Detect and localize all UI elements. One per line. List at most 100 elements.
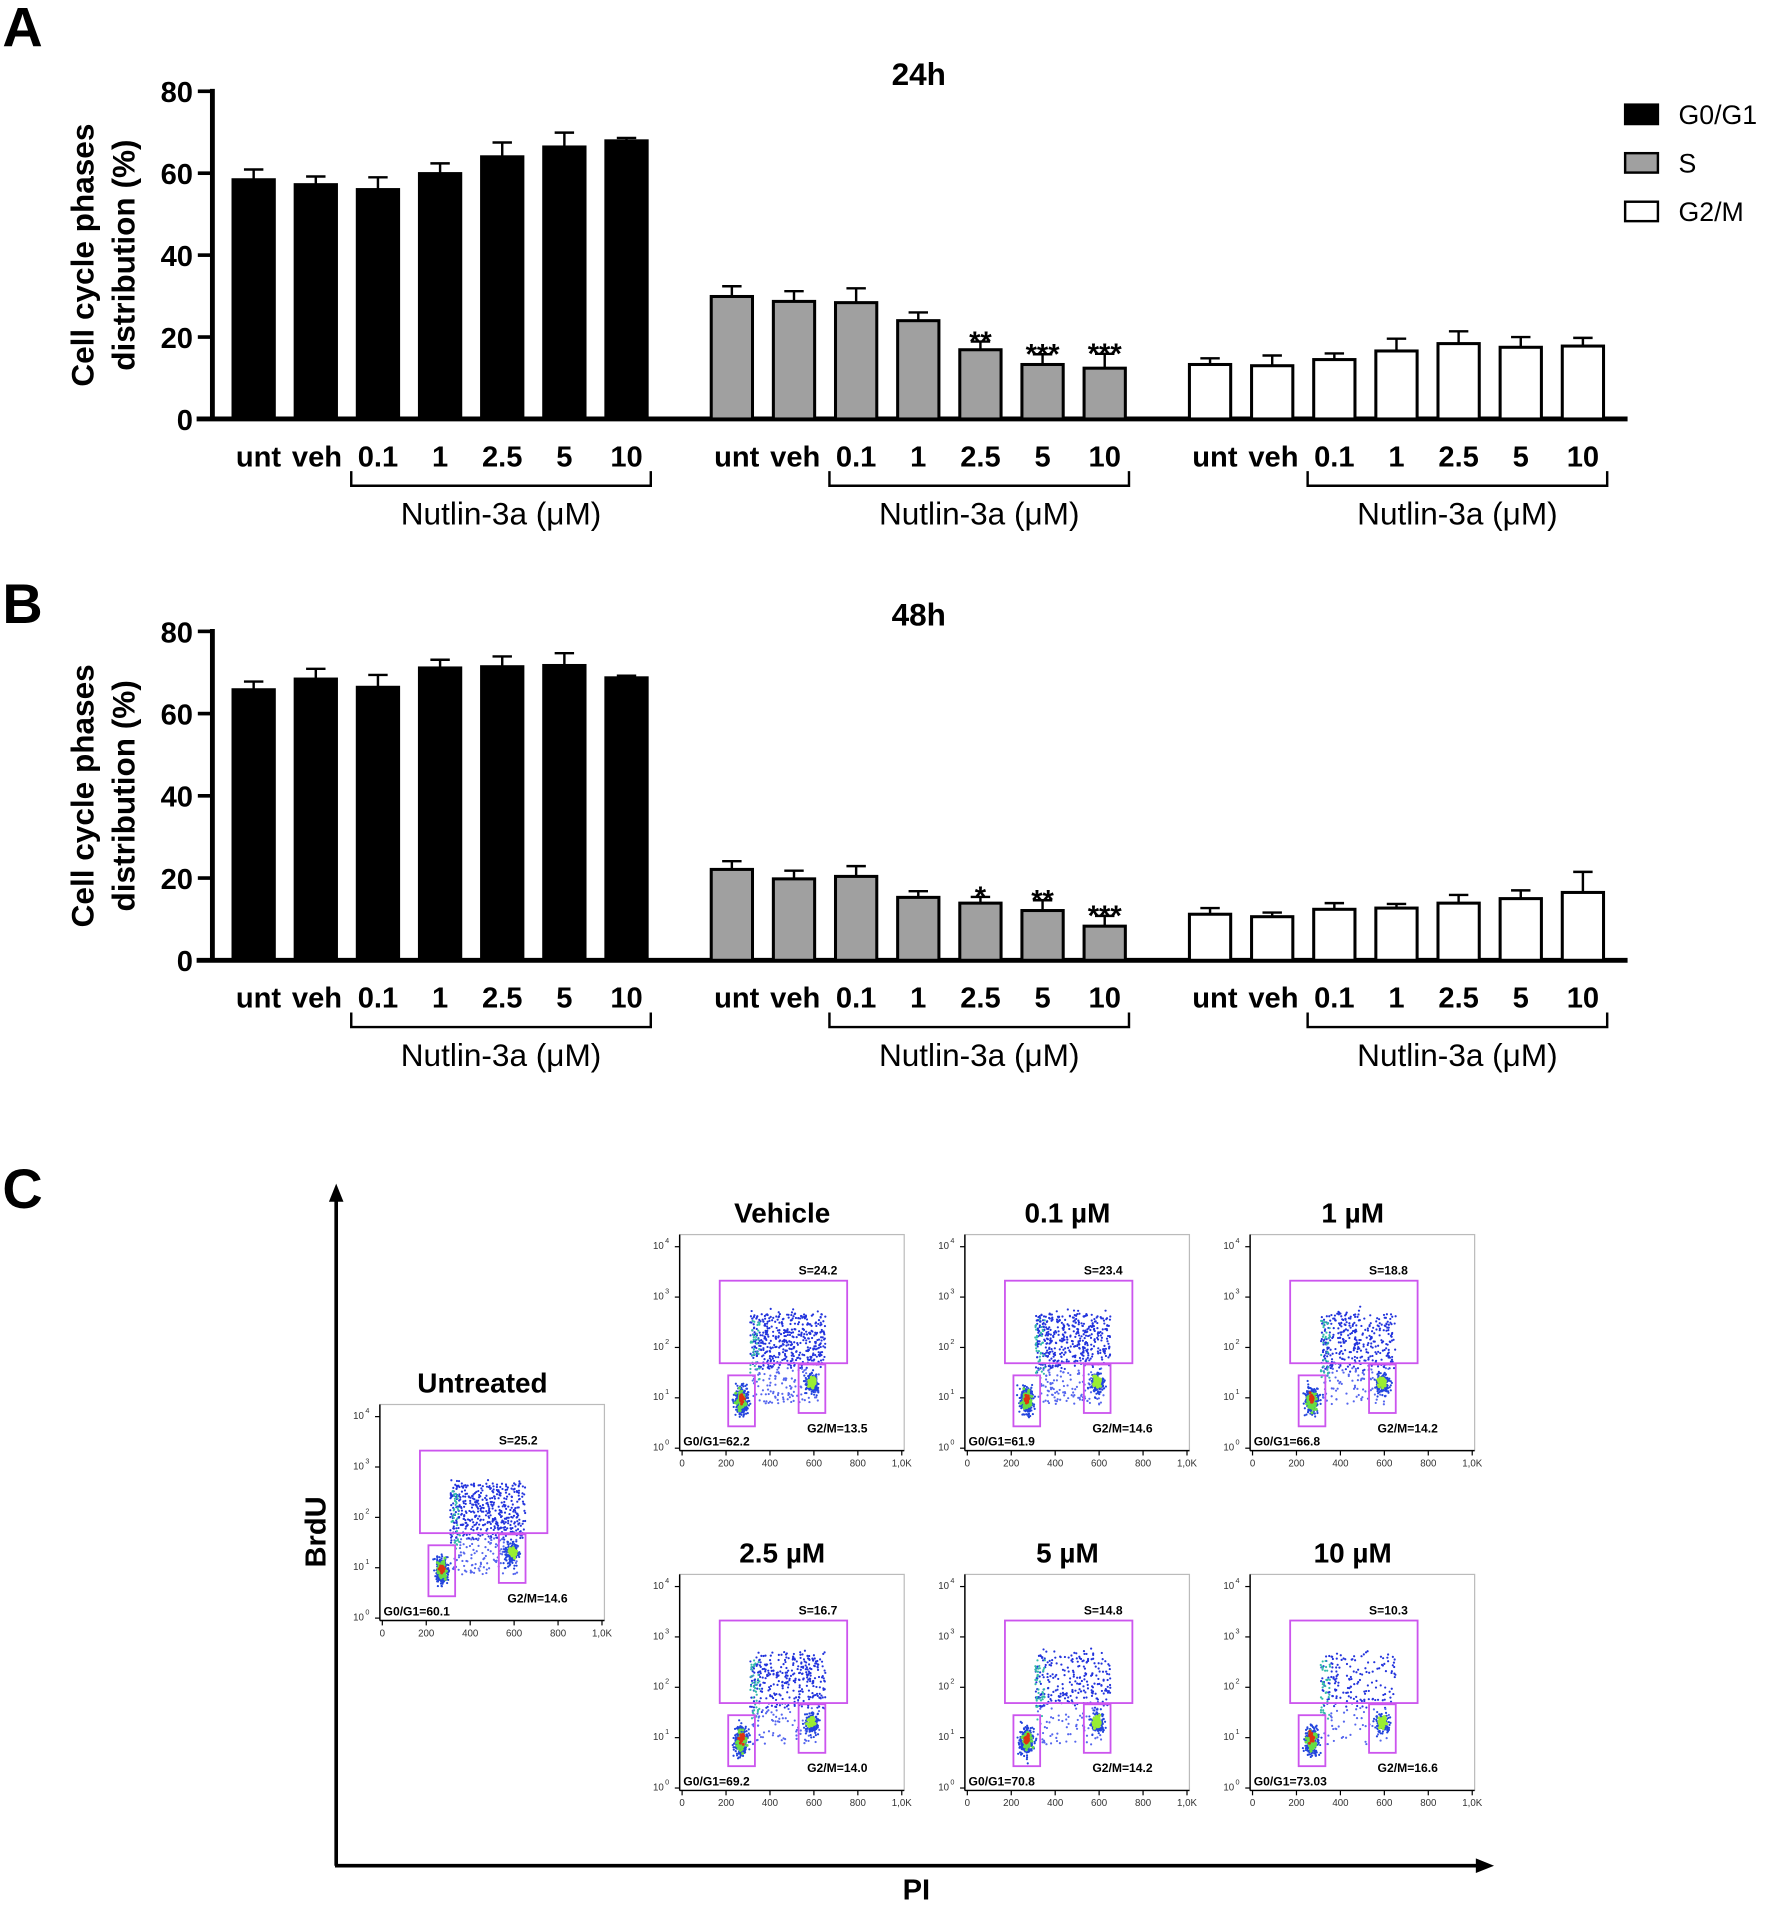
event-dot bbox=[760, 1338, 763, 1342]
event-dot bbox=[766, 1327, 769, 1330]
event-dot bbox=[477, 1544, 480, 1547]
event-dot bbox=[801, 1398, 804, 1401]
event-dot bbox=[510, 1550, 514, 1555]
y-tick-exponent: 1 bbox=[665, 1387, 669, 1396]
event-dot bbox=[1062, 1323, 1065, 1326]
event-dot bbox=[1063, 1394, 1066, 1397]
x-tick-label: 400 bbox=[1047, 1458, 1064, 1469]
event-dot bbox=[1357, 1374, 1360, 1377]
event-dot bbox=[776, 1318, 779, 1321]
event-dot bbox=[1049, 1388, 1053, 1391]
event-dot bbox=[767, 1365, 770, 1368]
event-dot bbox=[800, 1393, 803, 1396]
event-dot bbox=[1072, 1316, 1075, 1319]
event-dot bbox=[790, 1386, 793, 1389]
event-dot bbox=[1362, 1345, 1365, 1348]
event-dot bbox=[1330, 1395, 1333, 1398]
event-dot bbox=[1064, 1318, 1067, 1321]
event-dot bbox=[489, 1526, 493, 1530]
event-dot bbox=[498, 1513, 502, 1516]
event-dot bbox=[492, 1528, 495, 1531]
event-dot bbox=[1030, 1386, 1033, 1389]
event-dot bbox=[1357, 1313, 1360, 1316]
event-dot bbox=[1029, 1403, 1033, 1407]
event-dot bbox=[781, 1392, 784, 1395]
event-dot bbox=[503, 1525, 507, 1529]
event-dot bbox=[771, 1319, 774, 1322]
event-dot bbox=[1383, 1348, 1386, 1352]
event-dot bbox=[813, 1393, 816, 1396]
event-dot bbox=[479, 1565, 482, 1568]
event-dot bbox=[802, 1379, 806, 1383]
event-dot bbox=[1102, 1319, 1106, 1322]
event-dot bbox=[801, 1323, 804, 1326]
flow-plot-title: Untreated bbox=[417, 1367, 547, 1398]
treatment-bracket bbox=[828, 1012, 1131, 1029]
event-dot bbox=[1078, 1372, 1081, 1375]
event-dot bbox=[475, 1528, 479, 1531]
event-dot bbox=[466, 1523, 469, 1526]
y-tick-label: 10 bbox=[938, 1241, 949, 1252]
event-dot bbox=[1353, 1355, 1356, 1359]
event-dot bbox=[1334, 1347, 1337, 1351]
event-dot bbox=[753, 1326, 756, 1329]
event-dot bbox=[1030, 1390, 1033, 1393]
event-dot bbox=[1061, 1380, 1065, 1383]
event-dot bbox=[1394, 1348, 1397, 1351]
event-dot bbox=[509, 1527, 513, 1530]
event-dot bbox=[1345, 1392, 1348, 1395]
event-dot bbox=[435, 1578, 438, 1581]
event-dot bbox=[1307, 1383, 1310, 1386]
event-dot bbox=[460, 1509, 464, 1512]
event-dot bbox=[1367, 1358, 1370, 1361]
event-dot bbox=[1329, 1319, 1332, 1322]
event-dot bbox=[1359, 1338, 1362, 1342]
event-dot bbox=[1337, 1341, 1340, 1344]
y-tick-label: 10 bbox=[353, 1613, 364, 1624]
event-dot bbox=[1379, 1393, 1382, 1396]
event-dot bbox=[805, 1330, 808, 1333]
event-dot bbox=[766, 1313, 769, 1316]
event-dot bbox=[461, 1559, 464, 1563]
y-tick-exponent: 2 bbox=[1236, 1337, 1240, 1346]
event-dot bbox=[513, 1487, 516, 1490]
event-dot bbox=[1390, 1381, 1393, 1384]
event-dot bbox=[510, 1487, 513, 1490]
y-tick-label: 80 bbox=[161, 77, 193, 109]
event-dot bbox=[801, 1353, 804, 1356]
event-dot bbox=[809, 1323, 812, 1326]
event-dot bbox=[1096, 1321, 1099, 1325]
event-dot bbox=[773, 1343, 776, 1347]
legend-label-g2m: G2/M bbox=[1679, 197, 1744, 227]
event-dot bbox=[1336, 1387, 1339, 1390]
event-dot bbox=[485, 1482, 488, 1485]
event-dot bbox=[810, 1356, 813, 1359]
event-dot bbox=[1055, 1390, 1059, 1393]
event-dot bbox=[1322, 1365, 1325, 1368]
event-dot bbox=[1041, 1341, 1044, 1345]
event-dot bbox=[734, 1399, 737, 1402]
event-dot bbox=[775, 1326, 778, 1330]
event-dot bbox=[817, 1373, 820, 1376]
event-dot bbox=[1099, 1372, 1103, 1375]
event-dot bbox=[1341, 1357, 1344, 1360]
event-dot bbox=[1037, 1331, 1040, 1334]
x-tick-label: veh bbox=[770, 441, 820, 473]
event-dot bbox=[499, 1552, 502, 1555]
event-dot bbox=[1047, 1351, 1050, 1354]
y-tick-label: 10 bbox=[653, 1782, 664, 1793]
x-tick-label: 800 bbox=[1135, 1458, 1152, 1469]
event-dot bbox=[794, 1316, 798, 1320]
event-dot bbox=[774, 1395, 777, 1398]
event-dot bbox=[815, 1396, 818, 1399]
event-dot bbox=[1327, 1371, 1330, 1374]
event-dot bbox=[1073, 1354, 1076, 1358]
event-dot bbox=[1344, 1349, 1347, 1352]
event-dot bbox=[517, 1484, 520, 1487]
y-tick-exponent: 4 bbox=[950, 1236, 954, 1245]
event-dot bbox=[1034, 1325, 1037, 1329]
event-dot bbox=[455, 1543, 459, 1546]
event-dot bbox=[495, 1485, 498, 1489]
event-dot bbox=[772, 1392, 775, 1395]
event-dot bbox=[1349, 1332, 1352, 1335]
